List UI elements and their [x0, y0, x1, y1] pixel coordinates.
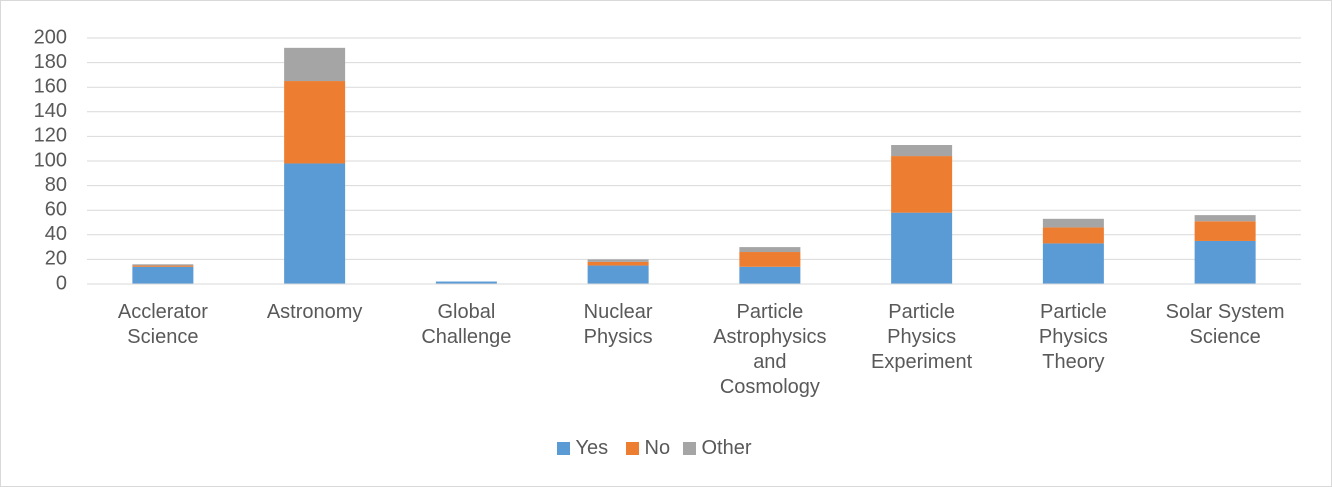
- x-tick-label: Astronomy: [266, 301, 363, 323]
- y-tick-label: 20: [45, 248, 67, 270]
- legend-swatch: [625, 442, 639, 455]
- bar-segment: [435, 281, 497, 284]
- bar-segment: [284, 163, 346, 284]
- y-tick-label: 140: [34, 100, 67, 122]
- bar-segment: [891, 156, 953, 213]
- y-tick-label: 160: [34, 75, 67, 97]
- bar-segment: [1042, 218, 1104, 228]
- bar-segment: [587, 265, 649, 284]
- legend-label: Yes: [575, 437, 609, 459]
- y-tick-label: 60: [45, 198, 67, 220]
- bar-segment: [739, 266, 801, 284]
- bar-segment: [284, 47, 346, 82]
- legend-item: Other: [682, 437, 752, 460]
- x-tick-label: Particle Physics Theory: [1038, 301, 1108, 373]
- y-tick-label: 40: [45, 223, 67, 245]
- bar-segment: [132, 266, 194, 284]
- x-tick-label: Solar System Science: [1165, 301, 1285, 348]
- legend-label: Other: [701, 437, 752, 459]
- y-tick-label: 180: [34, 51, 67, 73]
- legend-swatch: [682, 442, 696, 455]
- bar-segment: [1042, 243, 1104, 284]
- bar-segment: [587, 261, 649, 266]
- y-tick-label: 100: [34, 149, 67, 171]
- legend-swatch: [556, 442, 570, 455]
- bar-segment: [132, 264, 194, 266]
- y-tick-label: 120: [34, 125, 67, 147]
- bar-segment: [284, 81, 346, 164]
- x-tick-label: Acclerator Science: [117, 301, 208, 348]
- y-tick-label: 0: [56, 272, 67, 294]
- bar-segment: [132, 265, 194, 267]
- bar-segment: [1194, 221, 1256, 241]
- legend-item: No: [625, 437, 671, 460]
- bar-segment: [1042, 227, 1104, 244]
- x-tick-label: Particle Physics Experiment: [871, 301, 973, 373]
- x-tick-label: Global Challenge: [421, 301, 512, 348]
- bar-segment: [891, 145, 953, 157]
- legend-item: Yes: [556, 437, 609, 460]
- x-tick-label: Particle Astrophysics and Cosmology: [713, 301, 827, 398]
- x-tick-label: Nuclear Physics: [583, 301, 653, 348]
- bar-segment: [1194, 215, 1256, 222]
- bar-segment: [587, 259, 649, 262]
- y-tick-label: 80: [45, 174, 67, 196]
- bar-segment: [1194, 240, 1256, 284]
- bar-segment: [739, 252, 801, 267]
- bar-segment: [891, 212, 953, 284]
- bar-segment: [739, 247, 801, 253]
- legend-label: No: [644, 437, 671, 459]
- y-tick-label: 200: [34, 26, 67, 48]
